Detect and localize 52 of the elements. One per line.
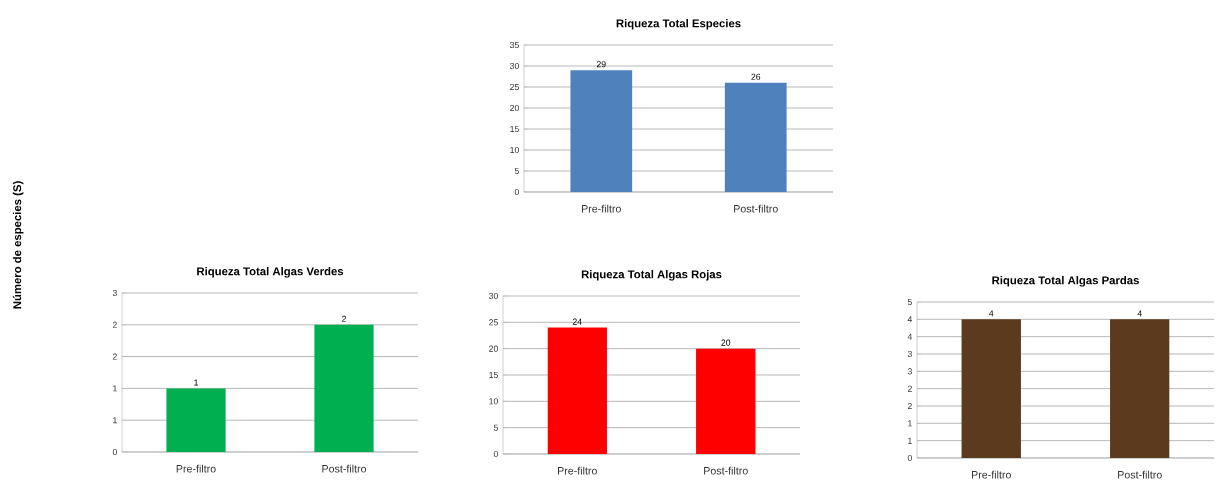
y-tick-label: 0 (493, 450, 498, 458)
y-tick-label: 1 (113, 385, 117, 392)
y-tick-label: 0 (112, 448, 117, 456)
y-tick-label: 5 (493, 424, 498, 431)
y-tick-label: 1 (908, 437, 912, 444)
chart-title: Riqueza Total Algas Pardas (992, 276, 1139, 287)
y-tick-label: 30 (488, 292, 498, 300)
y-tick-label: 3 (907, 350, 912, 358)
y-tick-label: 20 (489, 345, 498, 352)
y-tick-label: 25 (489, 319, 498, 326)
y-axis-title: Número de especies (S) (12, 181, 24, 309)
data-label: 20 (721, 339, 731, 346)
x-tick-label: Pre-filtro (557, 466, 597, 475)
y-tick-label: 2 (112, 321, 117, 328)
x-tick-label: Post-filtro (704, 466, 748, 475)
data-label: 4 (989, 310, 994, 317)
y-tick-label: 35 (509, 41, 519, 49)
y-tick-label: 2 (112, 353, 117, 360)
x-tick-label: Pre-filtro (176, 464, 216, 473)
y-tick-label: 30 (509, 62, 519, 70)
data-label: 1 (194, 379, 198, 386)
x-tick-label: Pre-filtro (971, 470, 1011, 479)
y-tick-label: 3 (907, 368, 912, 375)
chart-title: Riqueza Total Especies (616, 19, 741, 30)
y-tick-label: 10 (510, 146, 519, 154)
data-label: 2 (342, 315, 346, 322)
y-tick-label: 5 (907, 298, 912, 306)
chart-title: Riqueza Total Algas Rojas (581, 270, 722, 281)
y-tick-label: 4 (907, 316, 913, 323)
chart-title: Riqueza Total Algas Verdes (197, 266, 344, 278)
x-tick-label: Pre-filtro (581, 204, 621, 213)
y-tick-label: 10 (489, 398, 498, 405)
y-tick-label: 4 (907, 333, 913, 340)
y-tick-label: 3 (112, 289, 117, 297)
data-label: 24 (572, 318, 582, 325)
y-tick-label: 2 (907, 385, 912, 392)
y-tick-label: 1 (908, 420, 912, 427)
y-tick-label: 15 (510, 125, 519, 133)
y-tick-label: 25 (510, 83, 519, 91)
x-tick-label: Post-filtro (1118, 470, 1162, 479)
y-tick-label: 0 (514, 188, 519, 196)
y-tick-label: 1 (113, 417, 117, 424)
y-tick-label: 5 (514, 167, 519, 175)
y-tick-label: 0 (907, 454, 912, 462)
data-label: 29 (596, 61, 606, 68)
y-tick-label: 20 (510, 104, 519, 112)
data-label: 4 (1137, 310, 1142, 317)
data-label: 26 (751, 73, 761, 80)
y-tick-label: 2 (907, 402, 912, 410)
x-tick-label: Post-filtro (322, 464, 367, 473)
y-tick-label: 15 (489, 371, 498, 379)
x-tick-label: Post-filtro (734, 204, 778, 213)
